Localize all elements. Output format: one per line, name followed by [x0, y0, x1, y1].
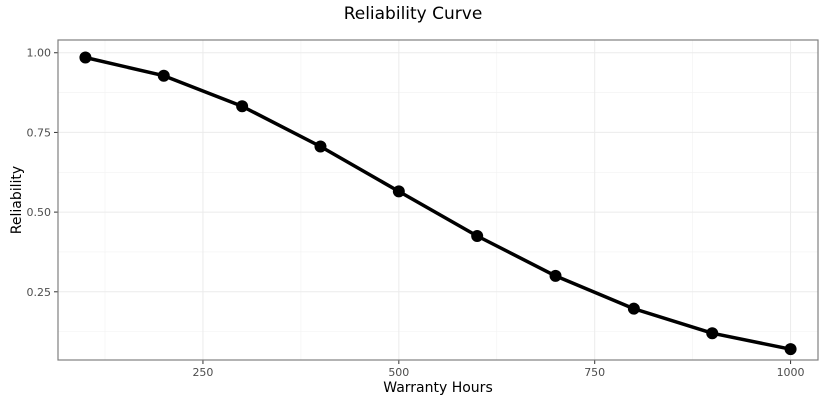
data-point — [784, 343, 797, 356]
data-point — [157, 69, 170, 82]
panel-border — [57, 39, 819, 361]
data-point — [549, 269, 562, 282]
x-axis-label: Warranty Hours — [383, 380, 493, 396]
x-tick-label: 500 — [388, 366, 409, 379]
data-point — [79, 51, 92, 64]
chart-title: Reliability Curve — [343, 4, 483, 24]
y-tick-label: 0.75 — [27, 126, 52, 139]
y-tick-label: 0.50 — [27, 206, 52, 219]
x-tick-label: 250 — [192, 366, 213, 379]
data-point — [706, 327, 719, 340]
data-point — [392, 185, 405, 198]
data-point — [236, 100, 249, 113]
y-tick-label: 0.25 — [27, 286, 52, 299]
data-point — [314, 140, 327, 153]
data-point — [627, 302, 640, 315]
reliability-line — [83, 55, 793, 351]
x-tick-label: 1000 — [777, 366, 805, 379]
x-tick-label: 750 — [584, 366, 605, 379]
y-tick-label: 1.00 — [27, 47, 52, 60]
data-point — [471, 230, 484, 243]
